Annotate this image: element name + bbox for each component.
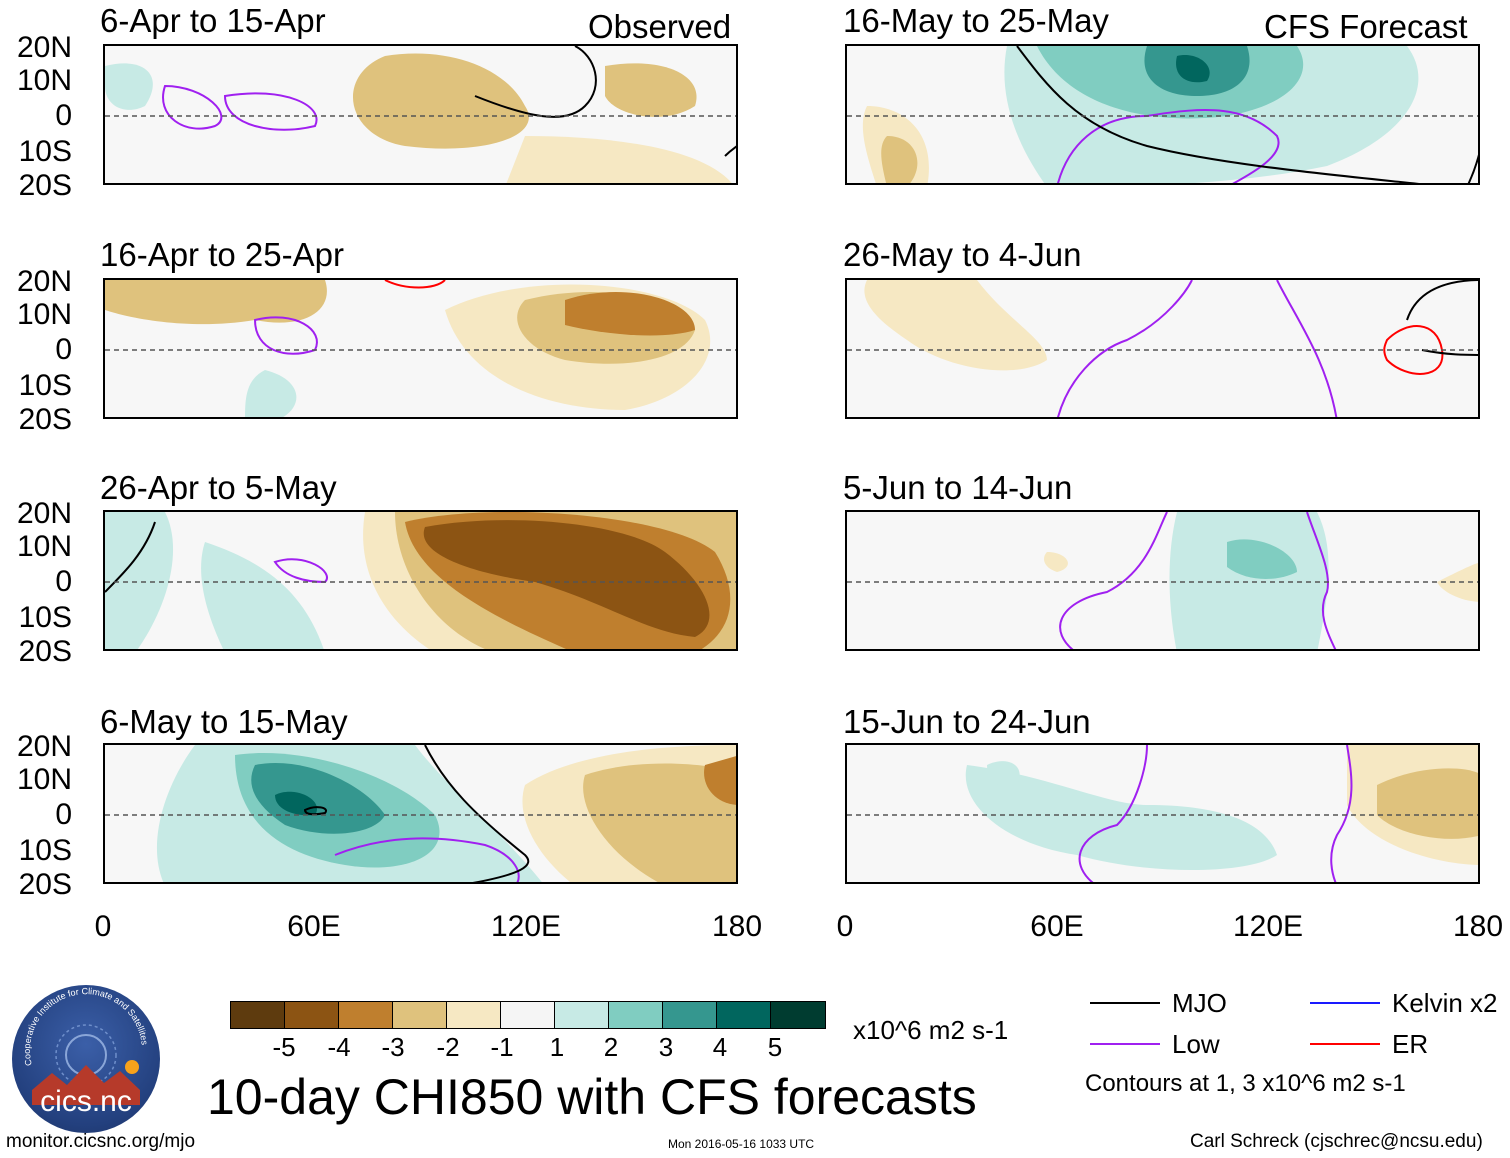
panel-title: 16-May to 25-May — [843, 2, 1109, 39]
legend-label-er: ER — [1392, 1029, 1429, 1059]
map-panel-4 — [103, 743, 738, 884]
map-panel-8 — [845, 743, 1480, 884]
forecast-label: CFS Forecast — [1264, 8, 1468, 45]
legend-label-kelvin: Kelvin x2 — [1392, 988, 1498, 1018]
logo-text: cics.nc — [40, 1085, 132, 1118]
y-tick-label: 10N — [16, 763, 72, 796]
panel-title: 16-Apr to 25-Apr — [100, 236, 344, 273]
x-tick-label: 120E — [490, 910, 562, 943]
colorbar-swatch — [393, 1002, 447, 1028]
colorbar-swatch — [609, 1002, 663, 1028]
legend-note: Contours at 1, 3 x10^6 m2 s-1 — [1085, 1070, 1406, 1097]
colorbar-swatch — [447, 1002, 501, 1028]
y-tick-label: 20S — [18, 403, 72, 436]
colorbar-swatch — [771, 1002, 825, 1028]
map-panel-6 — [845, 278, 1480, 419]
y-tick-label: 10S — [18, 369, 72, 402]
y-tick-label: 0 — [55, 333, 72, 366]
panel-title: 5-Jun to 14-Jun — [843, 469, 1073, 506]
legend-line-er — [1310, 1043, 1380, 1045]
y-tick-label: 20S — [18, 635, 72, 668]
colorbar-swatch — [555, 1002, 609, 1028]
panel-title: 26-Apr to 5-May — [100, 469, 337, 506]
panel-title: 6-Apr to 15-Apr — [100, 2, 326, 39]
colorbar-swatch — [285, 1002, 339, 1028]
legend-line-low — [1090, 1043, 1160, 1045]
colorbar-swatch — [501, 1002, 555, 1028]
map-panel-2 — [103, 278, 738, 419]
colorbar-units: x10^6 m2 s-1 — [853, 1015, 1009, 1045]
y-tick-label: 20N — [16, 31, 72, 64]
y-tick-label: 0 — [55, 565, 72, 598]
colorbar-swatch — [231, 1002, 285, 1028]
colorbar-label: -2 — [436, 1032, 460, 1062]
cics-logo: Cooperative Institute for Climate and Sa… — [12, 985, 160, 1133]
y-tick-label: 20S — [18, 169, 72, 202]
map-panel-1 — [103, 44, 738, 185]
colorbar-label: 3 — [658, 1032, 674, 1062]
y-tick-label: 20N — [16, 730, 72, 763]
legend-line-mjo — [1090, 1002, 1160, 1004]
colorbar-label: 2 — [603, 1032, 619, 1062]
legend-label-mjo: MJO — [1172, 988, 1227, 1018]
colorbar-swatch — [717, 1002, 771, 1028]
panel-title: 26-May to 4-Jun — [843, 236, 1082, 273]
x-tick-label: 180 — [1452, 910, 1504, 943]
y-tick-label: 0 — [55, 99, 72, 132]
footer-timestamp: Mon 2016-05-16 1033 UTC — [668, 1137, 815, 1151]
y-tick-label: 10S — [18, 135, 72, 168]
map-panel-3 — [103, 510, 738, 651]
colorbar — [230, 1001, 826, 1029]
map-panel-7 — [845, 510, 1480, 651]
y-tick-label: 10S — [18, 834, 72, 867]
colorbar-swatch — [663, 1002, 717, 1028]
logo-ring-text: Cooperative Institute for Climate and Sa… — [22, 986, 150, 1067]
svg-text:Cooperative Institute for Clim: Cooperative Institute for Climate and Sa… — [22, 986, 150, 1067]
panel-title: 15-Jun to 24-Jun — [843, 703, 1091, 740]
footer-author: Carl Schreck (cjschrec@ncsu.edu) — [1190, 1131, 1483, 1152]
x-tick-label: 180 — [711, 910, 763, 943]
map-panel-5 — [845, 44, 1480, 185]
legend-label-low: Low — [1172, 1029, 1220, 1059]
colorbar-label: 4 — [712, 1032, 728, 1062]
y-tick-label: 10N — [16, 298, 72, 331]
colorbar-label: 1 — [549, 1032, 565, 1062]
colorbar-label: -1 — [490, 1032, 514, 1062]
y-tick-label: 20N — [16, 497, 72, 530]
x-tick-label: 0 — [94, 910, 112, 943]
observed-label: Observed — [588, 8, 732, 45]
colorbar-label: 5 — [767, 1032, 783, 1062]
y-tick-label: 0 — [55, 798, 72, 831]
colorbar-label: -5 — [272, 1032, 296, 1062]
colorbar-swatch — [339, 1002, 393, 1028]
y-tick-label: 20S — [18, 868, 72, 901]
colorbar-label: -3 — [381, 1032, 405, 1062]
footer-url[interactable]: monitor.cicsnc.org/mjo — [6, 1131, 196, 1152]
x-tick-label: 120E — [1232, 910, 1304, 943]
x-tick-label: 60E — [287, 910, 341, 943]
x-tick-label: 0 — [836, 910, 854, 943]
panel-title: 6-May to 15-May — [100, 703, 348, 740]
y-tick-label: 10N — [16, 64, 72, 97]
y-tick-label: 10N — [16, 530, 72, 563]
y-tick-label: 20N — [16, 265, 72, 298]
main-title: 10-day CHI850 with CFS forecasts — [207, 1069, 977, 1125]
x-tick-label: 60E — [1030, 910, 1084, 943]
colorbar-label: -4 — [327, 1032, 351, 1062]
legend-line-kelvin — [1310, 1002, 1380, 1004]
y-tick-label: 10S — [18, 601, 72, 634]
